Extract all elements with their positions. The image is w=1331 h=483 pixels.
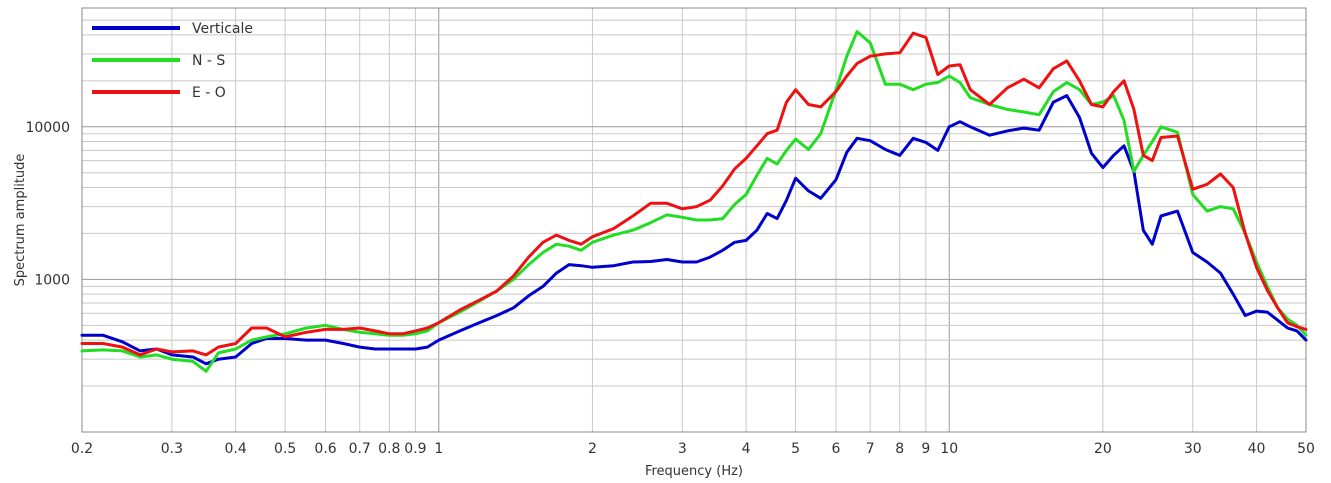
series-line-verticale bbox=[80, 94, 1308, 366]
series-line-e-o bbox=[80, 31, 1308, 357]
y-tick-label: 10000 bbox=[25, 120, 70, 136]
legend: Verticale N - S E - O bbox=[92, 21, 253, 101]
x-tick-label: 9 bbox=[921, 441, 930, 457]
x-tick-label: 7 bbox=[866, 441, 875, 457]
y-axis-ticks: 1000 10000 bbox=[25, 120, 70, 289]
x-tick-label: 40 bbox=[1248, 441, 1266, 457]
series-lines bbox=[80, 30, 1308, 373]
y-axis-title: Spectrum amplitude bbox=[13, 154, 28, 287]
x-tick-label: 0.4 bbox=[225, 441, 247, 457]
x-tick-label: 3 bbox=[678, 441, 687, 457]
x-tick-label: 5 bbox=[791, 441, 800, 457]
x-tick-label: 0.6 bbox=[314, 441, 336, 457]
x-axis-title: Frequency (Hz) bbox=[645, 464, 743, 479]
legend-label: Verticale bbox=[192, 21, 253, 37]
x-tick-label: 0.7 bbox=[349, 441, 371, 457]
x-tick-label: 0.8 bbox=[378, 441, 400, 457]
legend-label: E - O bbox=[192, 85, 226, 101]
y-tick-label: 1000 bbox=[34, 272, 70, 288]
x-tick-label: 20 bbox=[1094, 441, 1112, 457]
plot-frame bbox=[81, 7, 1307, 433]
x-axis-ticks: 0.2 0.3 0.4 0.5 0.6 0.7 0.8 0.9 1 2 3 4 5 6 7 8 9 10 20 30 4… bbox=[71, 441, 1315, 457]
x-tick-label: 1 bbox=[434, 441, 443, 457]
x-tick-label: 0.3 bbox=[161, 441, 183, 457]
legend-label: N - S bbox=[192, 53, 225, 69]
x-tick-label: 6 bbox=[832, 441, 841, 457]
x-tick-label: 2 bbox=[588, 441, 597, 457]
x-tick-label: 0.2 bbox=[71, 441, 93, 457]
x-tick-label: 30 bbox=[1184, 441, 1202, 457]
x-tick-label: 8 bbox=[895, 441, 904, 457]
x-tick-label: 0.5 bbox=[274, 441, 296, 457]
x-tick-label: 10 bbox=[940, 441, 958, 457]
x-tick-label: 4 bbox=[742, 441, 751, 457]
x-tick-label: 0.9 bbox=[404, 441, 426, 457]
x-tick-label: 50 bbox=[1297, 441, 1315, 457]
